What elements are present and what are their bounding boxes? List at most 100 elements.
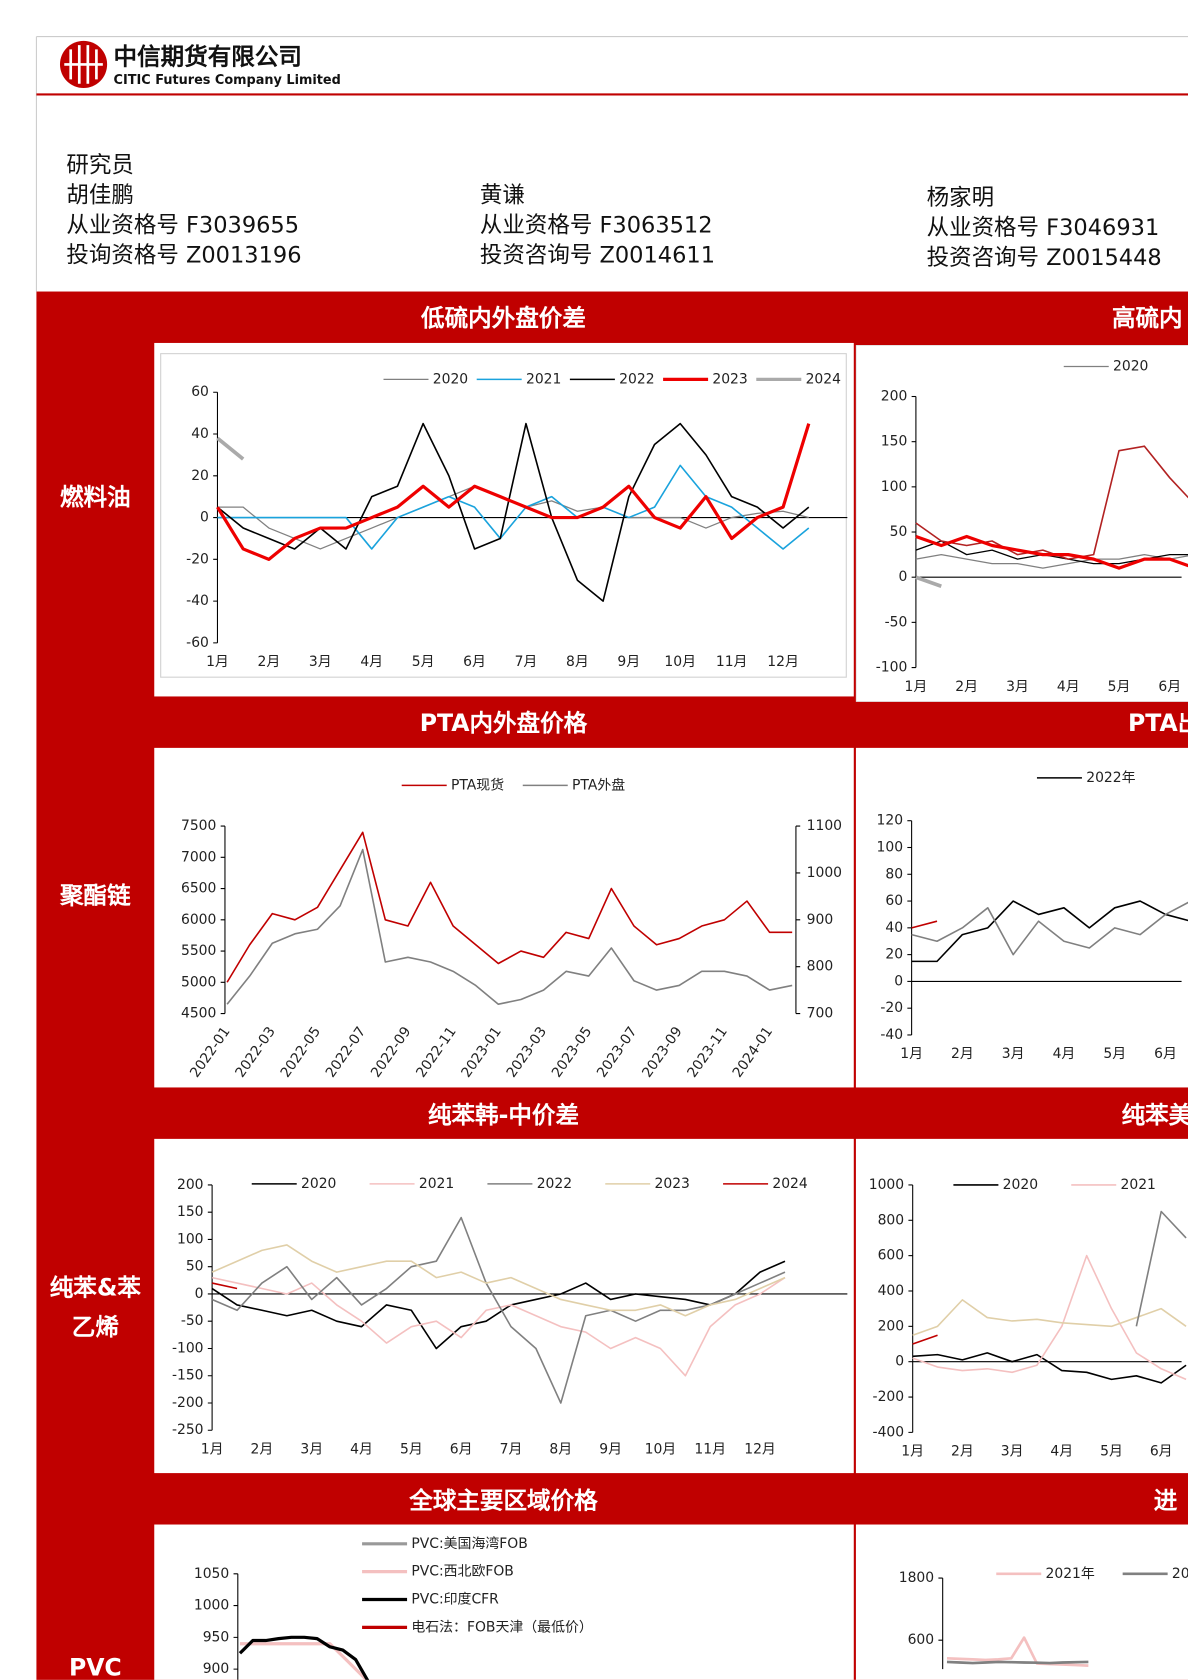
x-tick-label: 7月 <box>500 1442 523 1458</box>
x-tick-label: 1月 <box>900 1046 923 1062</box>
series-line <box>946 1636 1089 1667</box>
legend-label: 2022 <box>537 1176 572 1192</box>
series-line <box>211 1260 786 1350</box>
series-line <box>912 1352 1187 1384</box>
x-tick-label: 5月 <box>1103 1046 1126 1062</box>
legend-label: 2022 <box>619 371 654 387</box>
legend-label: PTA现货 <box>451 776 504 793</box>
y-tick-label: 150 <box>177 1204 204 1220</box>
x-tick-label: 4月 <box>1057 679 1080 695</box>
y-tick-label: 0 <box>195 1286 204 1302</box>
y-tick-label: 120 <box>877 813 904 829</box>
legend-label: 2020 <box>301 1176 336 1192</box>
chart: -40 -20 0 20 40 60 80 100 120 1月 2月 3月 4月 5月 6月 2022年 <box>877 770 1188 1062</box>
series-line <box>915 553 1188 569</box>
y-tick-label: 1050 <box>194 1566 229 1582</box>
series-line <box>211 1282 238 1290</box>
x-tick-label: 1月 <box>905 679 928 695</box>
y-tick-label: 200 <box>881 389 908 405</box>
y-tick-label: 100 <box>177 1231 204 1247</box>
series-line <box>1135 1210 1187 1327</box>
x-tick-label: 6月 <box>450 1442 473 1458</box>
y-tick-label: 20 <box>191 468 209 484</box>
chart-title: 高硫内 <box>1112 304 1183 332</box>
y-tick-label: -200 <box>873 1389 905 1405</box>
y-tick-label: 60 <box>885 893 903 909</box>
series-line <box>915 575 942 588</box>
x-tick-label: 6月 <box>1154 1046 1177 1062</box>
chart-panel <box>855 345 1188 702</box>
y-tick-label: 100 <box>877 839 904 855</box>
chart-panel <box>855 1138 1188 1474</box>
x-tick-label: 5月 <box>412 654 435 670</box>
x-tick-label: 2月 <box>257 654 280 670</box>
y-tick-label: 950 <box>203 1629 230 1645</box>
researcher-license: 从业资格号 F3063512 <box>480 213 713 239</box>
x-tick-label: 5月 <box>1100 1444 1123 1460</box>
y-tick-label: 80 <box>885 866 903 882</box>
y2-tick-label: 1100 <box>807 818 842 834</box>
x-tick-label: 3月 <box>300 1442 323 1458</box>
chart-panel <box>154 1524 854 1680</box>
chart-title: 进 <box>1154 1487 1178 1515</box>
chart: -400 -200 0 200 400 600 800 1000 1月 2月 3月 4月 5月 6月 202… <box>869 1177 1187 1460</box>
y-tick-label: 1000 <box>194 1598 229 1614</box>
researcher-heading: 研究员 <box>66 153 133 179</box>
chart-title: 纯苯美 <box>1122 1101 1188 1129</box>
y-tick-label: -40 <box>880 1027 903 1043</box>
series-line <box>911 900 1188 963</box>
y2-tick-label: 800 <box>807 959 834 975</box>
y-tick-label: -400 <box>873 1424 905 1440</box>
chart: -100 -50 0 50 100 150 200 1月 2月 3月 4月 5月 6月 2020 <box>855 345 1188 702</box>
x-tick-label: 2月 <box>951 1444 974 1460</box>
logo <box>59 40 108 88</box>
y2-tick-label: 1000 <box>807 865 842 881</box>
series-line <box>912 1254 1187 1381</box>
series-line <box>226 831 793 983</box>
chart-title: 全球主要区域价格 <box>408 1487 598 1515</box>
x-tick-label: 2月 <box>951 1046 974 1062</box>
x-tick-label: 4月 <box>350 1442 373 1458</box>
y-tick-label: -40 <box>186 593 209 609</box>
x-tick-label: 4月 <box>1050 1444 1073 1460</box>
x-tick-label: 3月 <box>1001 1444 1024 1460</box>
chart: 900 950 1000 1050 PVC:美国海湾FOB PVC:西北欧FOB PVC:印… <box>194 1535 593 1680</box>
series-line <box>216 422 810 602</box>
chart-title: 低硫内外盘价差 <box>420 304 586 332</box>
row-label: 乙烯 <box>72 1313 119 1341</box>
y-tick-label: 20 <box>885 947 903 963</box>
y-tick-label: 50 <box>890 524 908 540</box>
y-tick-label: 1000 <box>869 1177 904 1193</box>
y-tick-label: 40 <box>885 920 903 936</box>
series-line <box>915 534 1188 570</box>
y-tick-label: 0 <box>200 510 209 526</box>
y-tick-label: 5000 <box>181 974 216 990</box>
x-tick-label: 1月 <box>901 1444 924 1460</box>
y-tick-label: -50 <box>885 614 908 630</box>
series-line <box>238 1635 370 1680</box>
legend-label: PVC:印度CFR <box>411 1592 499 1608</box>
y-tick-label: 0 <box>898 569 907 585</box>
x-tick-label: 6月 <box>1150 1444 1173 1460</box>
x-tick-label: 1月 <box>206 654 229 670</box>
chart-title: PTA出 <box>1128 709 1188 737</box>
y-tick-label: 200 <box>177 1177 204 1193</box>
chart-frame <box>160 353 847 678</box>
y-tick-label: -250 <box>172 1422 204 1438</box>
series-line <box>217 464 810 550</box>
y-tick-label: 0 <box>894 973 903 989</box>
researcher-license: 投询资格号 Z0013196 <box>66 243 301 269</box>
y-tick-label: 100 <box>881 479 908 495</box>
series-line <box>216 436 245 461</box>
y-tick-label: 5500 <box>181 943 216 959</box>
x-tick-label: 11月 <box>694 1442 726 1458</box>
x-tick-label: 3月 <box>1002 1046 1025 1062</box>
chart: -60 -40 -20 0 20 40 60 1月 2月 3月 4月 5月 6月 7月 8月 9月 10月 11月… <box>160 353 848 678</box>
x-tick-label: 9月 <box>599 1442 622 1458</box>
y-tick-label: 0 <box>895 1354 904 1370</box>
x-tick-label: 2月 <box>955 679 978 695</box>
y-tick-label: 7500 <box>181 818 216 834</box>
chart: -250 -200 -150 -100 -50 0 50 100 150 200 1月 2月 3月 4月 5… <box>172 1176 848 1458</box>
researcher-name: 黄谦 <box>480 183 525 209</box>
x-tick-label: 3月 <box>1006 679 1029 695</box>
